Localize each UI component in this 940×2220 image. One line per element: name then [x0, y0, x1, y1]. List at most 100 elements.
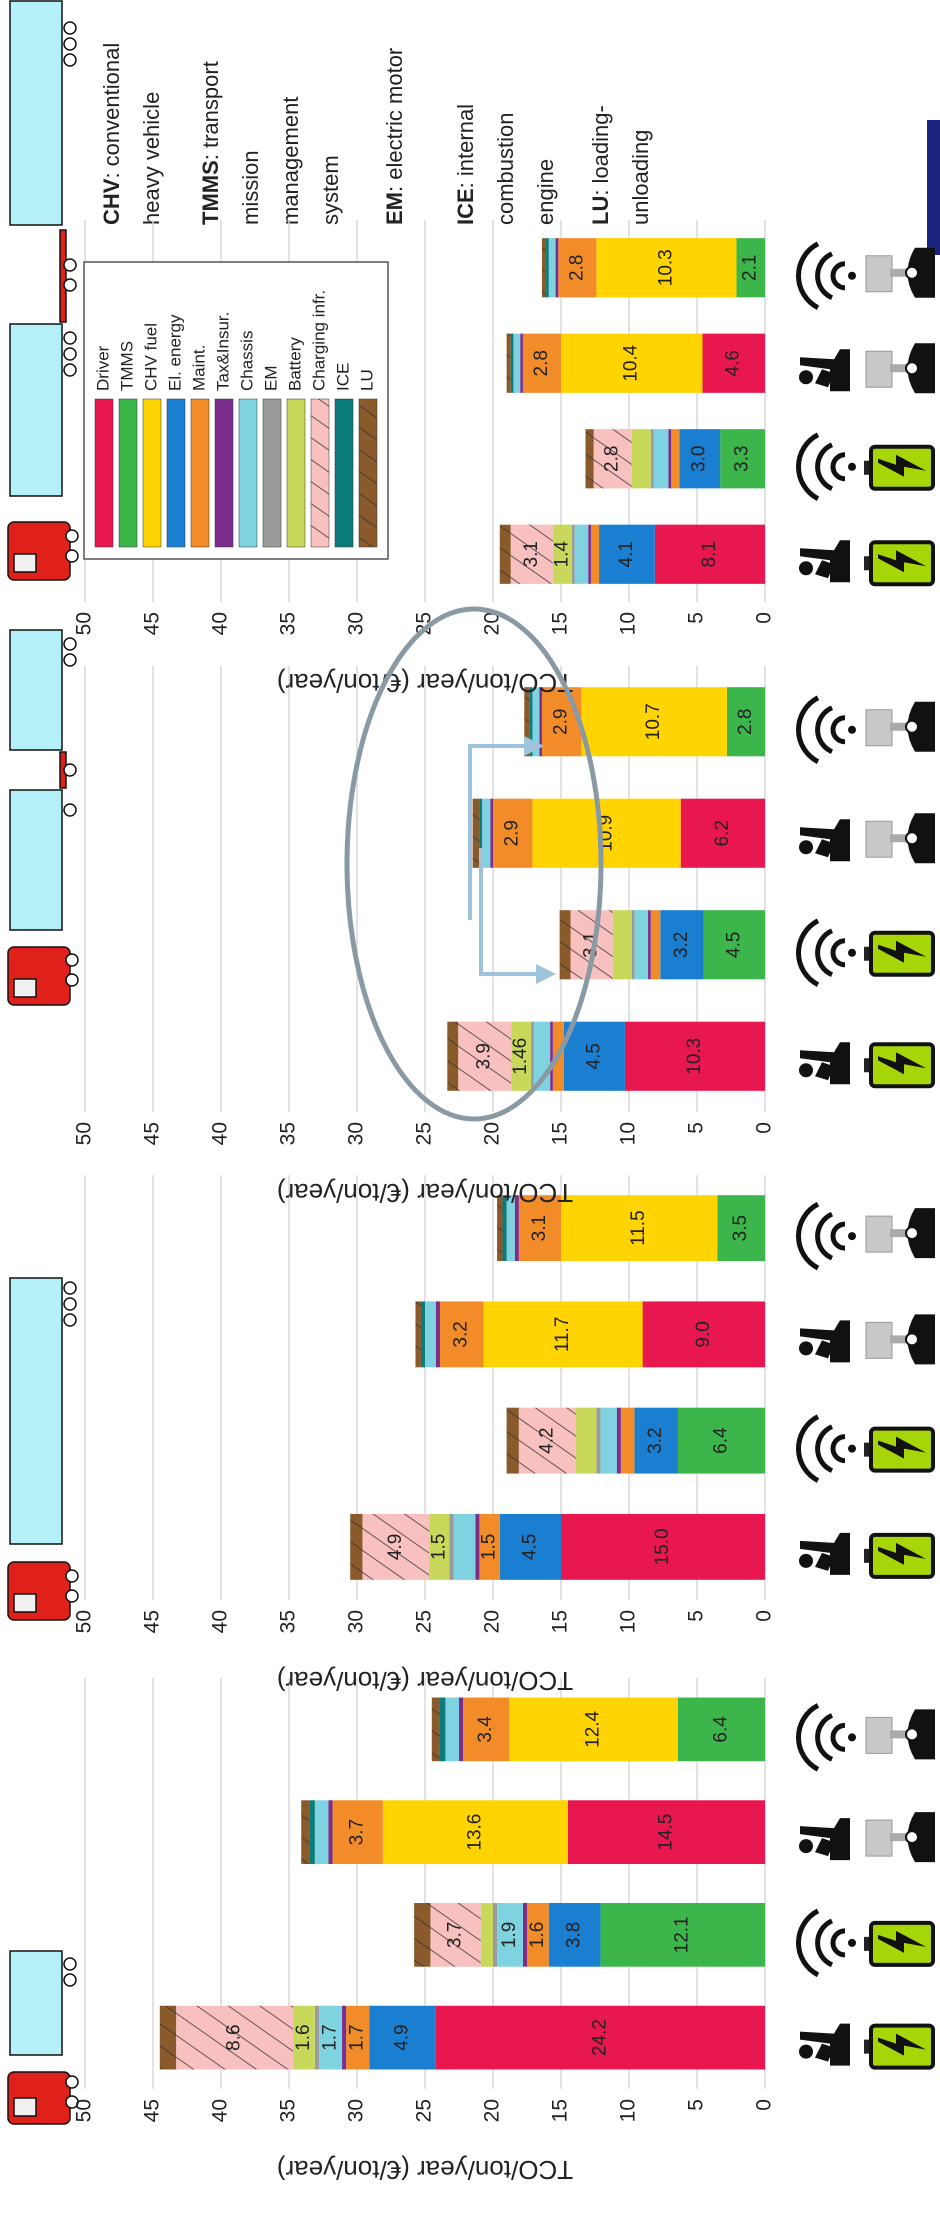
bar-segment — [382, 1800, 568, 1864]
value-label: 15.0 — [652, 1528, 673, 1565]
bar-segment — [571, 524, 575, 584]
value-label: 4.5 — [519, 1534, 540, 1560]
battery-icon — [862, 540, 935, 587]
value-label: 6.4 — [710, 1716, 731, 1743]
legend-swatch — [190, 398, 210, 548]
bar-segment — [539, 687, 542, 757]
y-tick-label: 50 — [73, 1122, 96, 1145]
value-label: 3.8 — [564, 1922, 585, 1948]
piston-icon — [865, 1313, 936, 1366]
value-label: 1.6 — [293, 2024, 314, 2050]
y-tick-label: 45 — [141, 612, 164, 635]
bar-segment — [493, 798, 533, 868]
bar-segment — [420, 1301, 426, 1368]
y-tick-label: 15 — [549, 2099, 572, 2122]
value-label: 4.9 — [385, 1534, 406, 1560]
value-label: 2.8 — [602, 446, 623, 472]
bar-segment — [550, 1021, 553, 1091]
bar-segment — [493, 1903, 498, 1967]
value-label: 2.8 — [531, 350, 552, 376]
arrow — [468, 744, 528, 920]
value-label: 4.5 — [723, 932, 744, 958]
bar-segment — [532, 687, 540, 757]
y-tick-label: 0 — [753, 1610, 776, 1622]
y-tick-label: 25 — [413, 612, 436, 635]
note-term: TMMS — [198, 160, 223, 225]
bar-segment — [332, 1800, 383, 1864]
battery-icon — [862, 1532, 935, 1579]
bar-segment — [624, 1021, 765, 1091]
bar-segment — [527, 1903, 549, 1967]
bar-segment — [671, 429, 680, 489]
driver-icon — [799, 1532, 850, 1575]
y-tick-label: 5 — [685, 1122, 708, 1134]
note-line: combustion — [493, 112, 518, 225]
note-term: CHV — [99, 178, 124, 225]
legend-swatch — [358, 398, 378, 548]
bar-segment — [642, 1301, 765, 1368]
bar-segment — [559, 910, 571, 980]
value-label: 3.2 — [645, 1427, 666, 1453]
bar-segment — [506, 1195, 515, 1262]
bar-segment — [499, 1513, 561, 1580]
driver-icon — [799, 349, 850, 392]
value-label: 1.5 — [479, 1534, 500, 1560]
bar-segment — [520, 333, 523, 393]
y-tick-label: 40 — [209, 2099, 232, 2122]
arrow — [479, 848, 540, 976]
y-tick-label: 10 — [617, 1122, 640, 1145]
bar-segment — [490, 798, 493, 868]
value-label: 4.5 — [583, 1043, 604, 1069]
value-label: 3.1 — [521, 541, 542, 567]
value-label: 6.4 — [710, 1427, 731, 1454]
y-tick-label: 25 — [413, 2099, 436, 2122]
bar-segment — [679, 429, 721, 489]
bar-segment — [350, 1513, 363, 1580]
legend-label: Charging infr. — [309, 290, 328, 391]
battery-icon — [862, 2023, 935, 2070]
y-tick-label: 45 — [141, 1122, 164, 1145]
value-label: 4.6 — [723, 350, 744, 376]
note-line: system — [318, 155, 343, 225]
figure-body: CHV: conventional heavy vehicle TMMS: tran… — [7, 0, 940, 2185]
y-tick-label: 5 — [685, 612, 708, 624]
piston-icon — [865, 1708, 936, 1761]
bar-segment — [509, 1697, 678, 1762]
bar-segment — [414, 1903, 431, 1967]
y-tick-label: 50 — [73, 1610, 96, 1633]
bar-segment — [506, 333, 511, 393]
battery-icon — [862, 444, 935, 491]
bar-segment — [575, 1407, 597, 1474]
bar-segment — [497, 1195, 503, 1262]
piston-icon — [865, 812, 936, 865]
value-label: 9.0 — [693, 1321, 714, 1347]
y-tick-label: 10 — [617, 2099, 640, 2122]
note-line: mission — [238, 150, 263, 225]
bar-segment — [511, 1021, 532, 1091]
bar-segment — [563, 1021, 625, 1091]
note-line: EM: electric motor — [382, 48, 407, 225]
value-label: 4.1 — [616, 541, 637, 567]
value-label: 13.6 — [464, 1814, 485, 1851]
legend: Driver TMMS CHV fuel El. energy Maint. Tax&In… — [83, 261, 389, 560]
bar-segment — [668, 429, 672, 489]
y-tick-label: 45 — [141, 2099, 164, 2122]
legend-swatch — [238, 398, 258, 548]
piston-icon — [865, 1207, 936, 1260]
value-label: 14.5 — [655, 1814, 676, 1851]
bar-segment — [677, 1697, 766, 1762]
value-label: 1.9 — [499, 1922, 520, 1948]
piston-icon — [865, 342, 936, 395]
bar-segment — [567, 1800, 765, 1864]
bar-segment — [660, 910, 704, 980]
bar-segment — [590, 524, 600, 584]
bar-segment — [703, 910, 765, 980]
legend-label: ICE — [333, 363, 352, 391]
note-line: ICE: internal — [453, 104, 478, 225]
value-label: 11.7 — [552, 1317, 573, 1353]
bar-segment — [506, 1407, 519, 1474]
bar-segment — [634, 1407, 678, 1474]
bar-segment — [561, 1195, 718, 1262]
